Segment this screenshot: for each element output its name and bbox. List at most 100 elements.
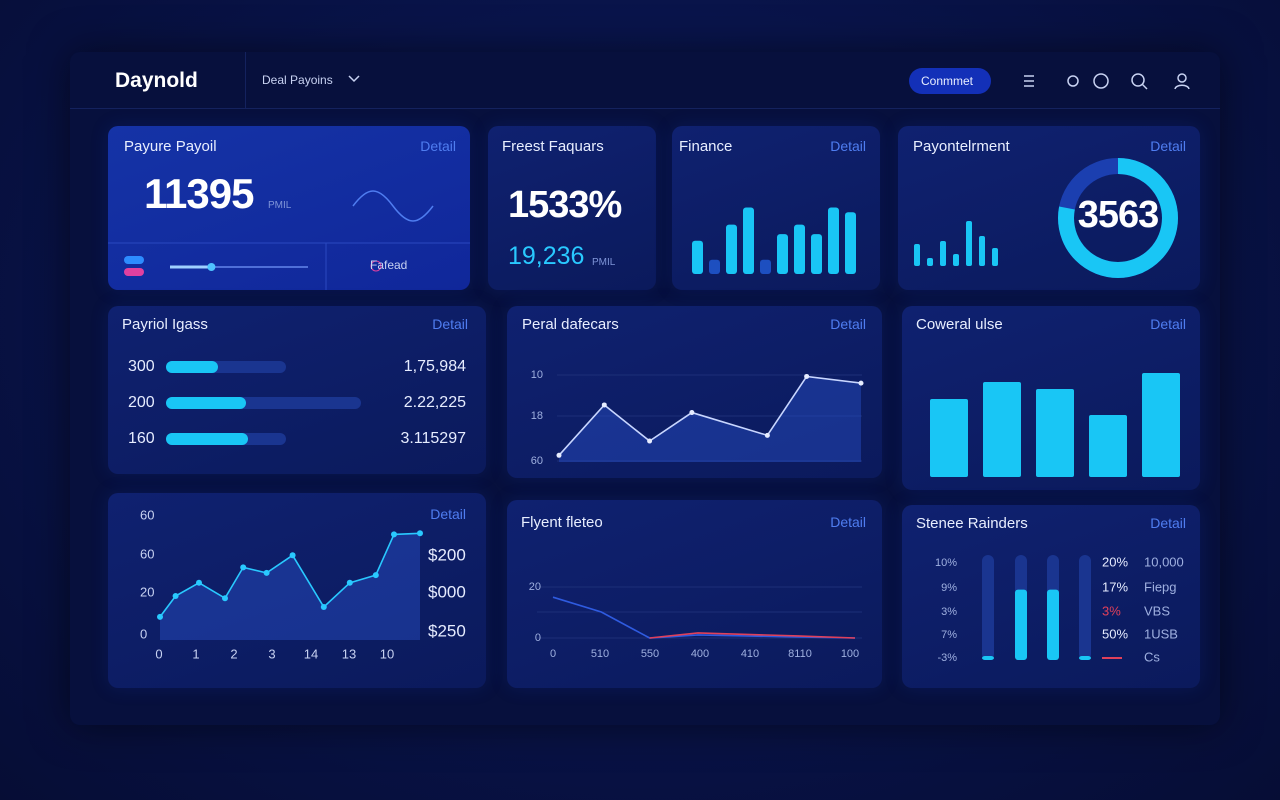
slider-knob bbox=[207, 263, 216, 271]
kpi-unit: PMIL bbox=[592, 257, 616, 268]
kpi-card: Payure Payoil Detail 11395 PMIL Fafead bbox=[108, 126, 470, 290]
detail-link[interactable]: Detail bbox=[830, 514, 866, 530]
gauge-track bbox=[1079, 555, 1091, 660]
wave-decoration bbox=[352, 190, 434, 222]
card-title: Payontelrment bbox=[913, 138, 1010, 155]
progress-bars: 300 1,75,984 200 2.22,225 160 3.115297 bbox=[128, 358, 466, 447]
left-label: 10% bbox=[935, 557, 957, 569]
y-label: 60 bbox=[531, 455, 543, 467]
card-title: Payure Payoil bbox=[124, 138, 217, 155]
point bbox=[391, 531, 397, 538]
y-label: 60 bbox=[140, 546, 154, 561]
bar bbox=[845, 212, 856, 274]
kpi-value: 11395 bbox=[144, 170, 254, 217]
button[interactable]: Conmmet bbox=[909, 68, 991, 94]
row-label: 300 bbox=[128, 358, 155, 375]
gauge-track bbox=[982, 555, 994, 660]
line-card: 10 18 60 Peral dafecars Detail bbox=[507, 306, 882, 478]
bar bbox=[760, 259, 771, 274]
detail-link[interactable]: Detail bbox=[1150, 138, 1186, 154]
x-label: 0 bbox=[155, 646, 162, 661]
button-label[interactable]: Conmmet bbox=[921, 74, 974, 88]
y-label: 0 bbox=[535, 632, 541, 644]
gauge-fill bbox=[982, 656, 994, 660]
ring-value bbox=[1058, 158, 1178, 278]
x-label: 14 bbox=[304, 646, 318, 661]
card-title: Payriol Igass bbox=[122, 316, 208, 333]
bar bbox=[930, 399, 968, 477]
line bbox=[649, 632, 856, 639]
point bbox=[556, 452, 562, 458]
kpi-value: 1533% bbox=[508, 184, 622, 226]
detail-link[interactable]: Detail bbox=[432, 316, 468, 332]
header-icons bbox=[1024, 73, 1190, 90]
kpi-unit: PMIL bbox=[268, 200, 292, 211]
dropdown-caret[interactable] bbox=[348, 74, 360, 84]
dropdown[interactable]: Deal Payoins bbox=[262, 73, 333, 87]
x-label: 510 bbox=[591, 648, 609, 660]
user-icon[interactable] bbox=[1177, 73, 1187, 83]
bar-chart bbox=[692, 207, 856, 274]
bar bbox=[927, 258, 933, 266]
y-label: 18 bbox=[531, 410, 543, 422]
legend-label: Cs bbox=[1144, 649, 1160, 664]
bar bbox=[709, 259, 720, 274]
row-value: 1,75,984 bbox=[404, 358, 466, 375]
x-label: 0 bbox=[550, 648, 556, 660]
bar bbox=[828, 207, 839, 274]
point bbox=[417, 530, 423, 537]
card-title: Stenee Rainders bbox=[916, 515, 1028, 532]
left-label: 3% bbox=[941, 606, 957, 618]
x-label: 13 bbox=[342, 646, 356, 661]
left-label: 9% bbox=[941, 582, 957, 594]
card-title: Freest Faquars bbox=[502, 138, 604, 155]
progress-fill bbox=[166, 361, 218, 373]
x-label: 550 bbox=[641, 648, 659, 660]
bar bbox=[914, 244, 920, 266]
area bbox=[160, 533, 420, 640]
y-label: 10 bbox=[531, 369, 543, 381]
detail-link[interactable]: Detail bbox=[830, 138, 866, 154]
line bbox=[552, 596, 856, 639]
header: Daynold Deal Payoins Conmmet bbox=[70, 52, 1220, 109]
toggle[interactable] bbox=[124, 268, 144, 276]
gauge-fill bbox=[1047, 589, 1059, 660]
footer-label: Fafead bbox=[370, 258, 408, 272]
chart-icon[interactable] bbox=[1093, 73, 1109, 89]
line-chart: 10 18 60 bbox=[531, 369, 864, 467]
point bbox=[196, 579, 202, 586]
bar bbox=[979, 236, 985, 266]
payment-graphics bbox=[914, 158, 1178, 278]
area-card: 60 60 20 0 0 1 2 3 14 13 10 $200 $000 $250 Detail bbox=[108, 493, 486, 688]
y-label: 20 bbox=[529, 581, 541, 593]
point bbox=[601, 402, 607, 408]
line bbox=[159, 532, 421, 618]
row-label: 200 bbox=[128, 394, 155, 411]
card-title: Finance bbox=[679, 138, 733, 155]
search-icon[interactable] bbox=[1131, 73, 1145, 87]
detail-link[interactable]: Detail bbox=[420, 138, 456, 154]
point bbox=[647, 438, 653, 444]
brand: Daynold bbox=[115, 69, 198, 92]
progress-fill bbox=[166, 397, 246, 409]
point bbox=[240, 564, 247, 571]
bar-card: Coweral ulse Detail bbox=[902, 306, 1200, 490]
detail-link[interactable]: Detail bbox=[430, 506, 466, 522]
settings-icon[interactable] bbox=[1067, 75, 1079, 87]
menu-icon[interactable] bbox=[1024, 75, 1034, 87]
kpi-subvalue: 19,236 bbox=[508, 242, 585, 270]
point bbox=[372, 572, 379, 579]
gauge-card: 10% 9% 3% 7% -3% 20% 10,000 17% Fiepg 3% VBS 50% 1US… bbox=[902, 505, 1200, 688]
card-title: Flyent fleteo bbox=[521, 514, 603, 531]
detail-link[interactable]: Detail bbox=[1150, 316, 1186, 332]
x-label: 1 bbox=[192, 646, 199, 661]
y-label: 0 bbox=[140, 626, 147, 641]
bar bbox=[966, 221, 972, 266]
detail-link[interactable]: Detail bbox=[1150, 515, 1186, 531]
x-label: 10 bbox=[380, 646, 394, 661]
detail-link[interactable]: Detail bbox=[830, 316, 866, 332]
point bbox=[804, 373, 810, 379]
x-label: 2 bbox=[230, 646, 237, 661]
point bbox=[346, 579, 353, 586]
toggle[interactable] bbox=[124, 256, 144, 264]
